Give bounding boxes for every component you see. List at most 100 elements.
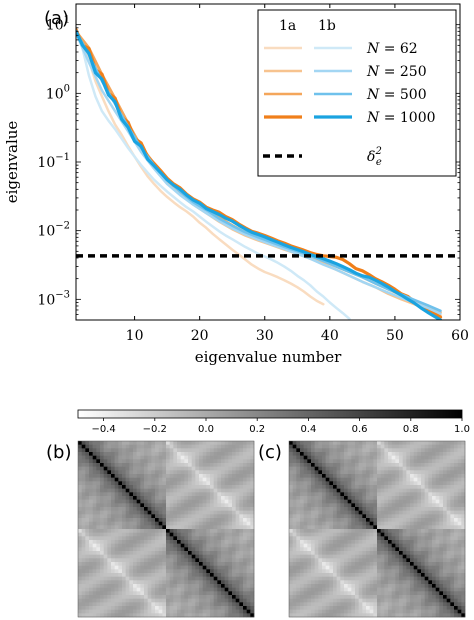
heatmap-cell-b: [78, 558, 82, 563]
heatmap-cell-b: [111, 565, 115, 570]
heatmap-cell-c: [377, 499, 381, 504]
heatmap-cell-c: [314, 598, 319, 603]
heatmap-cell-b: [89, 551, 93, 555]
heatmap-cell-b: [250, 514, 255, 519]
heatmap-cell-b: [217, 543, 222, 548]
heatmap-cell-c: [395, 529, 400, 533]
heatmap-cell-b: [85, 595, 90, 599]
heatmap-cell-b: [147, 543, 152, 548]
heatmap-cell-c: [443, 518, 447, 522]
heatmap-cell-b: [206, 499, 211, 504]
heatmap-cell-b: [147, 565, 152, 570]
heatmap-cell-c: [424, 532, 429, 537]
heatmap-cell-c: [395, 477, 400, 482]
heatmap-cell-b: [85, 591, 90, 596]
heatmap-cell-b: [129, 551, 134, 555]
heatmap-cell-c: [358, 477, 363, 482]
heatmap-cell-c: [391, 573, 396, 577]
heatmap-cell-c: [417, 547, 422, 552]
heatmap-cell-b: [81, 444, 86, 449]
heatmap-cell-b: [232, 536, 236, 541]
heatmap-cell-b: [158, 514, 163, 519]
heatmap-cell-b: [177, 584, 181, 588]
heatmap-cell-b: [235, 591, 240, 596]
heatmap-cell-c: [424, 488, 429, 493]
heatmap-cell-c: [318, 587, 323, 592]
heatmap-cell-c: [322, 499, 326, 504]
heatmap-cell-b: [239, 606, 244, 610]
heatmap-cell-c: [358, 496, 363, 500]
heatmap-cell-c: [435, 466, 440, 471]
heatmap-cell-b: [92, 499, 97, 504]
heatmap-cell-c: [446, 518, 451, 522]
heatmap-cell-b: [158, 481, 163, 486]
heatmap-cell-c: [289, 510, 293, 515]
heatmap-cell-c: [388, 507, 392, 511]
heatmap-cell-b: [140, 584, 145, 588]
heatmap-cell-b: [111, 562, 115, 566]
heatmap-cell-c: [461, 448, 466, 453]
heatmap-cell-c: [432, 598, 436, 603]
heatmap-cell-c: [336, 503, 341, 508]
heatmap-cell-c: [428, 503, 433, 508]
heatmap-cell-b: [133, 499, 137, 504]
heatmap-cell-c: [421, 562, 425, 566]
heatmap-cell-b: [85, 598, 90, 603]
heatmap-cell-b: [89, 558, 93, 563]
heatmap-cell-b: [243, 595, 247, 599]
heatmap-cell-c: [391, 470, 396, 475]
heatmap-cell-c: [318, 474, 323, 478]
heatmap-cell-b: [188, 499, 192, 504]
heatmap-cell-c: [424, 613, 429, 618]
heatmap-cell-c: [417, 492, 422, 497]
heatmap-cell-b: [107, 485, 112, 489]
heatmap-cell-b: [114, 525, 119, 530]
heatmap-cell-b: [188, 507, 192, 511]
heatmap-cell-b: [213, 598, 218, 603]
heatmap-cell-c: [421, 514, 425, 519]
heatmap-cell-c: [292, 573, 297, 577]
heatmap-cell-b: [166, 562, 170, 566]
heatmap-cell-c: [443, 609, 447, 614]
heatmap-cell-b: [217, 488, 222, 493]
heatmap-cell-b: [210, 591, 214, 596]
heatmap-cell-b: [92, 518, 97, 522]
heatmap-cell-c: [421, 448, 425, 453]
heatmap-cell-b: [188, 452, 192, 456]
heatmap-cell-b: [180, 514, 185, 519]
heatmap-cell-c: [402, 474, 407, 478]
heatmap-cell-b: [199, 609, 203, 614]
heatmap-cell-c: [300, 591, 304, 596]
heatmap-cell-b: [103, 470, 108, 475]
heatmap-cell-b: [180, 444, 185, 449]
heatmap-cell-c: [410, 485, 414, 489]
heatmap-cell-c: [384, 503, 389, 508]
heatmap-cell-c: [446, 609, 451, 614]
heatmap-cell-b: [195, 444, 200, 449]
heatmap-cell-b: [92, 573, 97, 577]
heatmap-cell-b: [221, 584, 225, 588]
heatmap-cell-c: [439, 448, 444, 453]
heatmap-cell-b: [144, 452, 148, 456]
heatmap-cell-c: [417, 474, 422, 478]
heatmap-cell-c: [450, 503, 455, 508]
heatmap-cell-b: [180, 536, 185, 541]
heatmap-cell-c: [300, 470, 304, 475]
heatmap-cell-b: [85, 562, 90, 566]
heatmap-cell-b: [246, 609, 251, 614]
heatmap-cell-b: [155, 569, 159, 574]
heatmap-cell-c: [384, 507, 389, 511]
heatmap-cell-b: [107, 532, 112, 537]
heatmap-cell-c: [454, 558, 458, 563]
heatmap-cell-b: [169, 576, 174, 581]
heatmap-cell-b: [85, 547, 90, 552]
heatmap-cell-c: [351, 510, 356, 515]
heatmap-cell-b: [195, 463, 200, 467]
heatmap-cell-c: [384, 459, 389, 464]
heatmap-cell-b: [169, 441, 174, 445]
heatmap-cell-b: [107, 507, 112, 511]
heatmap-cell-b: [206, 459, 211, 464]
heatmap-cell-b: [147, 602, 152, 607]
heatmap-cell-b: [133, 547, 137, 552]
heatmap-cell-c: [311, 477, 315, 482]
